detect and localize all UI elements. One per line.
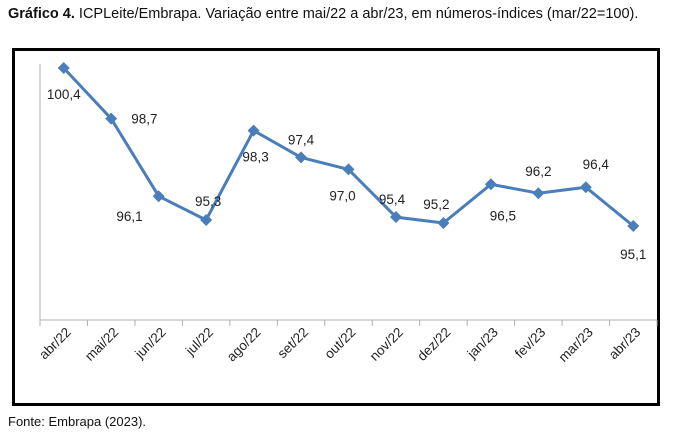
x-tick-label: ago/22 (224, 325, 264, 365)
x-tick-label: dez/22 (414, 325, 453, 364)
x-tick-label: jul/22 (182, 325, 216, 359)
figure-caption: Gráfico 4. ICPLeite/Embrapa. Variação en… (8, 5, 668, 24)
data-point-marker (437, 217, 450, 230)
data-point-marker (532, 187, 545, 200)
data-point-marker (389, 211, 402, 224)
data-point-marker (342, 163, 355, 176)
data-label: 97,0 (329, 188, 355, 203)
x-tick-label: fev/23 (512, 325, 549, 362)
data-label: 95,1 (620, 247, 646, 262)
x-tick-label: set/22 (275, 325, 312, 362)
x-tick-label: nov/22 (367, 325, 406, 364)
caption-label: Gráfico 4. (8, 6, 75, 22)
source-note: Fonte: Embrapa (2023). (8, 414, 147, 429)
data-point-marker (105, 112, 118, 125)
data-point-marker (579, 181, 592, 194)
x-tick-label: out/22 (321, 325, 358, 362)
line-chart: 100,4 98,7 96,1 95,3 98,3 97,4 97,0 95,4 95,2 96,… (36, 62, 658, 365)
x-tick-label: jun/22 (131, 325, 168, 362)
data-label: 100,4 (47, 87, 81, 102)
data-label: 95,4 (379, 192, 406, 207)
data-label: 98,3 (242, 150, 268, 165)
x-tick-label: jan/23 (464, 325, 501, 362)
data-label: 96,5 (490, 208, 516, 223)
data-label: 97,4 (288, 132, 315, 147)
data-label: 95,3 (195, 194, 221, 209)
data-point-marker (484, 178, 497, 191)
data-label: 95,2 (423, 197, 449, 212)
data-point-marker (152, 190, 165, 203)
x-tick-label: abr/22 (36, 325, 74, 363)
x-tick-label: mar/23 (556, 325, 596, 365)
data-label: 96,2 (525, 164, 551, 179)
data-point-marker (57, 62, 70, 74)
data-point-marker (200, 214, 213, 227)
data-point-marker (247, 124, 260, 137)
data-label: 96,4 (583, 157, 610, 172)
data-label: 98,7 (131, 112, 157, 127)
x-tick-label: abr/23 (606, 325, 644, 363)
chart-frame (12, 48, 660, 406)
data-point-marker (295, 151, 308, 164)
x-tick-label: mai/22 (82, 325, 121, 364)
caption-text: ICPLeite/Embrapa. Variação entre mai/22 … (78, 6, 639, 22)
data-label: 96,1 (116, 209, 142, 224)
data-point-marker (627, 220, 640, 232)
